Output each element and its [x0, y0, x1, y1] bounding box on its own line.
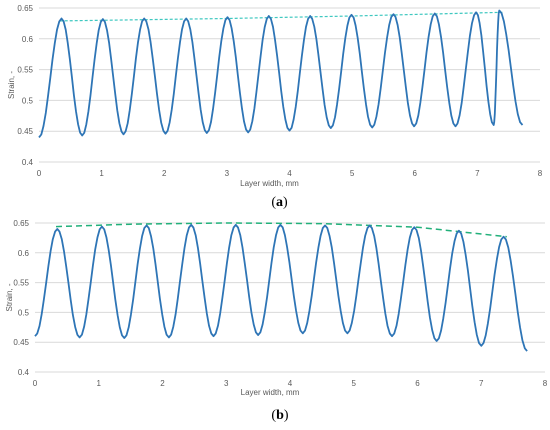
y-tick-label: 0.6 — [22, 35, 34, 44]
y-axis-label: Strain, - — [5, 283, 14, 311]
x-tick-label: 3 — [225, 169, 230, 178]
trend-line — [59, 11, 503, 22]
trend-line — [55, 222, 507, 238]
x-axis-label: Layer width, mm — [241, 388, 300, 397]
x-tick-label: 8 — [543, 379, 548, 388]
x-tick-label: 7 — [475, 169, 480, 178]
panel-label: (b) — [271, 408, 288, 423]
panel-label-open: ( — [271, 195, 276, 210]
x-tick-label: 6 — [415, 379, 420, 388]
chart-a: 0.4 0.45 0.5 0.55 0.6 0.65 0 1 2 3 4 5 6 7 8 Layer widt… — [7, 4, 543, 210]
x-tick-label: 0 — [33, 379, 38, 388]
x-tick-label: 4 — [288, 379, 293, 388]
y-tick-label: 0.45 — [13, 338, 29, 347]
y-tick-label: 0.4 — [22, 158, 34, 167]
x-tick-label: 2 — [162, 169, 167, 178]
y-tick-label: 0.55 — [13, 279, 29, 288]
y-axis-label: Strain, - — [7, 71, 16, 99]
y-tick-label: 0.5 — [18, 308, 30, 317]
y-tick-label: 0.4 — [18, 368, 30, 377]
y-tick-label: 0.55 — [17, 66, 33, 75]
x-tick-label: 0 — [37, 169, 42, 178]
y-tick-label: 0.65 — [17, 4, 33, 13]
x-tick-label: 5 — [350, 169, 355, 178]
y-tick-label: 0.6 — [18, 249, 30, 258]
x-tick-label: 3 — [224, 379, 229, 388]
y-tick-label: 0.5 — [22, 96, 34, 105]
chart-b: 0.4 0.45 0.5 0.55 0.6 0.65 0 1 2 3 4 5 6 7 8 Layer widt… — [5, 219, 548, 423]
x-tick-label: 1 — [99, 169, 104, 178]
x-tick-label: 8 — [538, 169, 543, 178]
x-tick-label: 7 — [479, 379, 484, 388]
x-tick-label: 4 — [287, 169, 292, 178]
y-tick-label: 0.45 — [17, 127, 33, 136]
panel-label-open: ( — [271, 408, 276, 423]
x-tick-label: 1 — [97, 379, 102, 388]
panel-label: (a) — [271, 195, 288, 210]
y-tick-label: 0.65 — [13, 219, 29, 228]
x-tick-label: 5 — [352, 379, 357, 388]
x-tick-label: 2 — [160, 379, 165, 388]
strain-series-line — [34, 223, 528, 352]
x-tick-label: 6 — [413, 169, 418, 178]
panel-label-close: ) — [284, 408, 289, 423]
x-axis-label: Layer width, mm — [240, 179, 299, 188]
panel-label-close: ) — [283, 195, 288, 210]
panel-label-letter: a — [276, 195, 283, 210]
panel-label-letter: b — [276, 408, 284, 423]
strain-series-line — [38, 9, 524, 138]
